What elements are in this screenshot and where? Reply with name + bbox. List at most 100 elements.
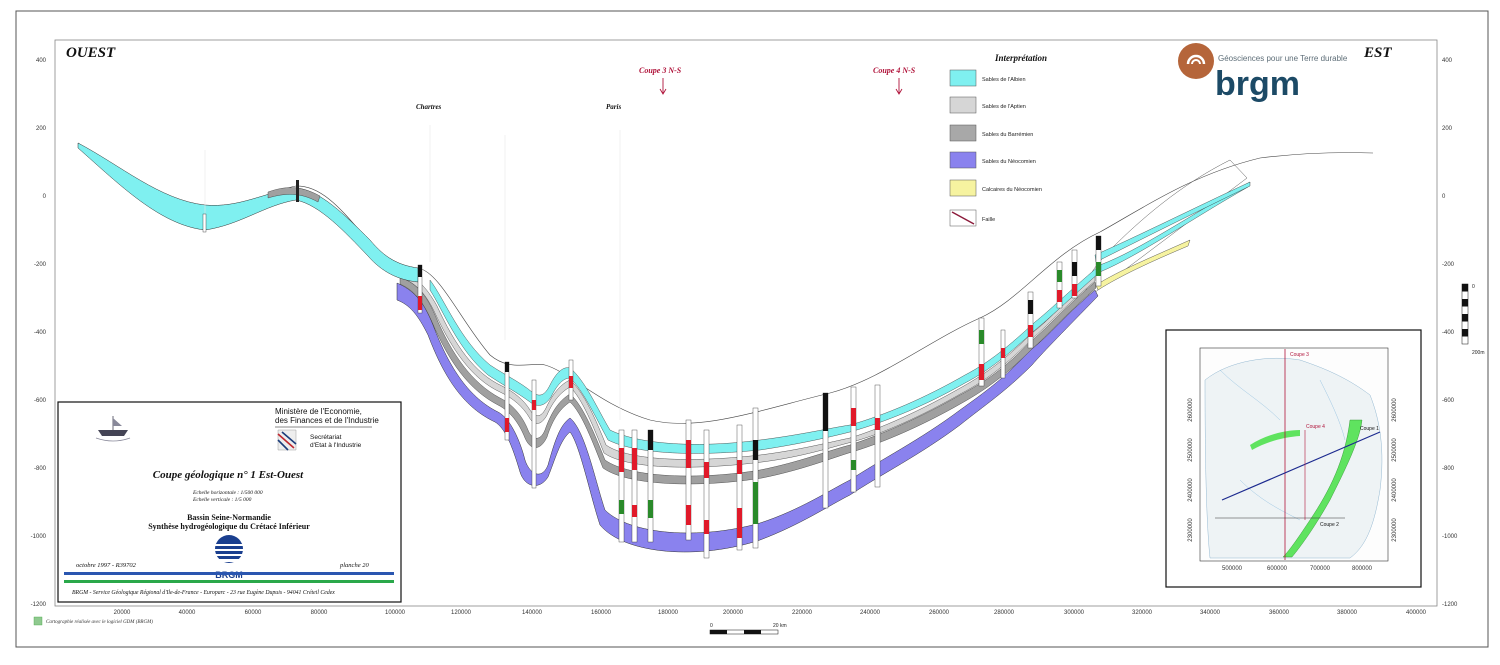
- x-axis: 20000 40000 60000 80000 100000 120000 14…: [114, 610, 1427, 616]
- secretariat-line-1: Secrétariat: [310, 434, 342, 441]
- layer-aptien-sands: [399, 270, 1096, 468]
- x-tick: 400000: [1406, 610, 1427, 616]
- borehole: [1056, 261, 1063, 309]
- software-credit: Cartographie réalisée avec le logiciel G…: [46, 620, 153, 625]
- x-tick: 300000: [1064, 610, 1085, 616]
- x-tick: 140000: [522, 610, 543, 616]
- inset-label: Coupe 2: [1320, 522, 1339, 528]
- layer-albien-west: [77, 142, 419, 283]
- geological-layers: [77, 125, 1374, 553]
- inset-coupe1-line: [1221, 431, 1381, 501]
- x-tick: 80000: [311, 610, 328, 616]
- borehole: [752, 407, 759, 549]
- inset-x-tick: 500000: [1222, 566, 1243, 572]
- y-tick-left: -800: [34, 466, 47, 472]
- plate-number: planche 20: [339, 562, 369, 569]
- y-tick-right: -400: [1442, 330, 1455, 336]
- ground-surface-line: [77, 142, 1374, 424]
- plot-frame: [54, 39, 1438, 607]
- west-label: OUEST: [66, 45, 116, 61]
- title-block: Ministère de l'Economie, des Finances et…: [57, 401, 402, 603]
- section-title: Coupe géologique n° 1 Est-Ouest: [153, 469, 304, 481]
- legend-swatch-calcaires: [949, 179, 977, 197]
- x-tick: 260000: [929, 610, 950, 616]
- inset-y-tick-right: 2500000: [1392, 438, 1398, 462]
- y-tick-right: -600: [1442, 398, 1455, 404]
- layer-barremien-sands: [399, 276, 1097, 485]
- x-tick: 120000: [451, 610, 472, 616]
- coupe3-arrow-icon: [659, 78, 667, 95]
- gdm-logo-icon: [33, 616, 43, 626]
- y-axis-left: 400 200 0 -200 -400 -600 -800 -1000 -120…: [31, 58, 47, 608]
- x-tick: 240000: [860, 610, 881, 616]
- horizontal-scale-end: 20 km: [773, 623, 787, 629]
- legend: Interprétation Sables de l'Albien Sables…: [949, 53, 1047, 227]
- subtitle-basin: Bassin Seine-Normandie: [187, 513, 271, 522]
- inset-x-tick: 700000: [1310, 566, 1331, 572]
- y-tick-right: -800: [1442, 466, 1455, 472]
- y-tick-right: 0: [1442, 194, 1446, 200]
- borehole: [202, 213, 207, 233]
- x-tick: 40000: [179, 610, 196, 616]
- inset-label: Coupe 1: [1360, 426, 1379, 432]
- boreholes: [202, 180, 1102, 559]
- borehole: [647, 429, 654, 543]
- x-tick: 220000: [792, 610, 813, 616]
- east-label: EST: [1363, 45, 1392, 61]
- x-tick: 20000: [114, 610, 131, 616]
- coupe4-label: Coupe 4 N-S: [873, 66, 916, 75]
- y-tick-left: 0: [43, 194, 47, 200]
- y-tick-right: -1200: [1442, 602, 1458, 608]
- inset-y-tick-left: 2500000: [1188, 438, 1194, 462]
- legend-swatch-barremien: [949, 124, 977, 142]
- inset-y-tick-right: 2300000: [1392, 518, 1398, 542]
- ministry-line-2: des Finances et de l'Industrie: [275, 416, 379, 425]
- layer-neocomien-limestone: [1095, 239, 1191, 291]
- x-tick: 100000: [385, 610, 406, 616]
- inset-y-tick-left: 2300000: [1188, 518, 1194, 542]
- x-tick: 160000: [591, 610, 612, 616]
- ministry-flag-icon: [277, 429, 297, 451]
- service-geologique-logo-icon: [95, 416, 131, 442]
- y-axis-right: 400 200 0 -200 -400 -600 -800 -1000 -120…: [1442, 58, 1458, 608]
- fault-icon: [951, 211, 975, 225]
- chartres-label: Chartres: [416, 103, 442, 111]
- x-tick: 340000: [1200, 610, 1221, 616]
- y-tick-right: -200: [1442, 262, 1455, 268]
- y-tick-right: 400: [1442, 58, 1453, 64]
- inset-x-tick: 600000: [1267, 566, 1288, 572]
- inset-y-tick-left: 2400000: [1188, 478, 1194, 502]
- inset-x-tick: 800000: [1352, 566, 1373, 572]
- inset-label: Coupe 3: [1290, 352, 1309, 358]
- borehole: [568, 359, 574, 401]
- y-tick-left: -1000: [31, 534, 47, 540]
- legend-label: Sables de l'Albien: [982, 77, 1026, 83]
- borehole: [978, 317, 985, 387]
- borehole: [296, 180, 299, 202]
- document-date-ref: octobre 1997 - R39702: [76, 562, 137, 569]
- secretariat-line-2: d'Etat à l'Industrie: [310, 442, 362, 449]
- scale-vertical: Echelle verticale : 1/5 000: [192, 497, 252, 503]
- inset-location-map: Coupe 3 Coupe 4 Coupe 1 Coupe 2 500000 6…: [1165, 329, 1422, 588]
- legend-swatch-aptien: [949, 96, 977, 114]
- y-tick-left: -400: [34, 330, 47, 336]
- brgm-old-logo-icon: [213, 535, 245, 563]
- inset-label: Coupe 4: [1306, 424, 1325, 430]
- inset-y-tick-left: 2600000: [1188, 398, 1194, 422]
- legend-label: Sables du Néocomien: [982, 159, 1036, 165]
- borehole: [822, 392, 829, 509]
- legend-swatch-albien: [949, 69, 977, 87]
- horizontal-scale-bar: 0 20 km: [709, 623, 787, 635]
- vertical-scale-top: 0: [1472, 284, 1475, 290]
- brgm-tagline: Géosciences pour une Terre durable: [1218, 54, 1348, 63]
- x-tick: 360000: [1269, 610, 1290, 616]
- legend-label: Faille: [982, 217, 995, 223]
- y-tick-left: -1200: [31, 602, 47, 608]
- y-tick-right: -1000: [1442, 534, 1458, 540]
- outer-frame: [15, 10, 1489, 648]
- borehole: [1071, 249, 1078, 299]
- borehole: [1027, 291, 1034, 349]
- scale-horizontal: Echelle horizontale : 1/500 000: [192, 490, 263, 496]
